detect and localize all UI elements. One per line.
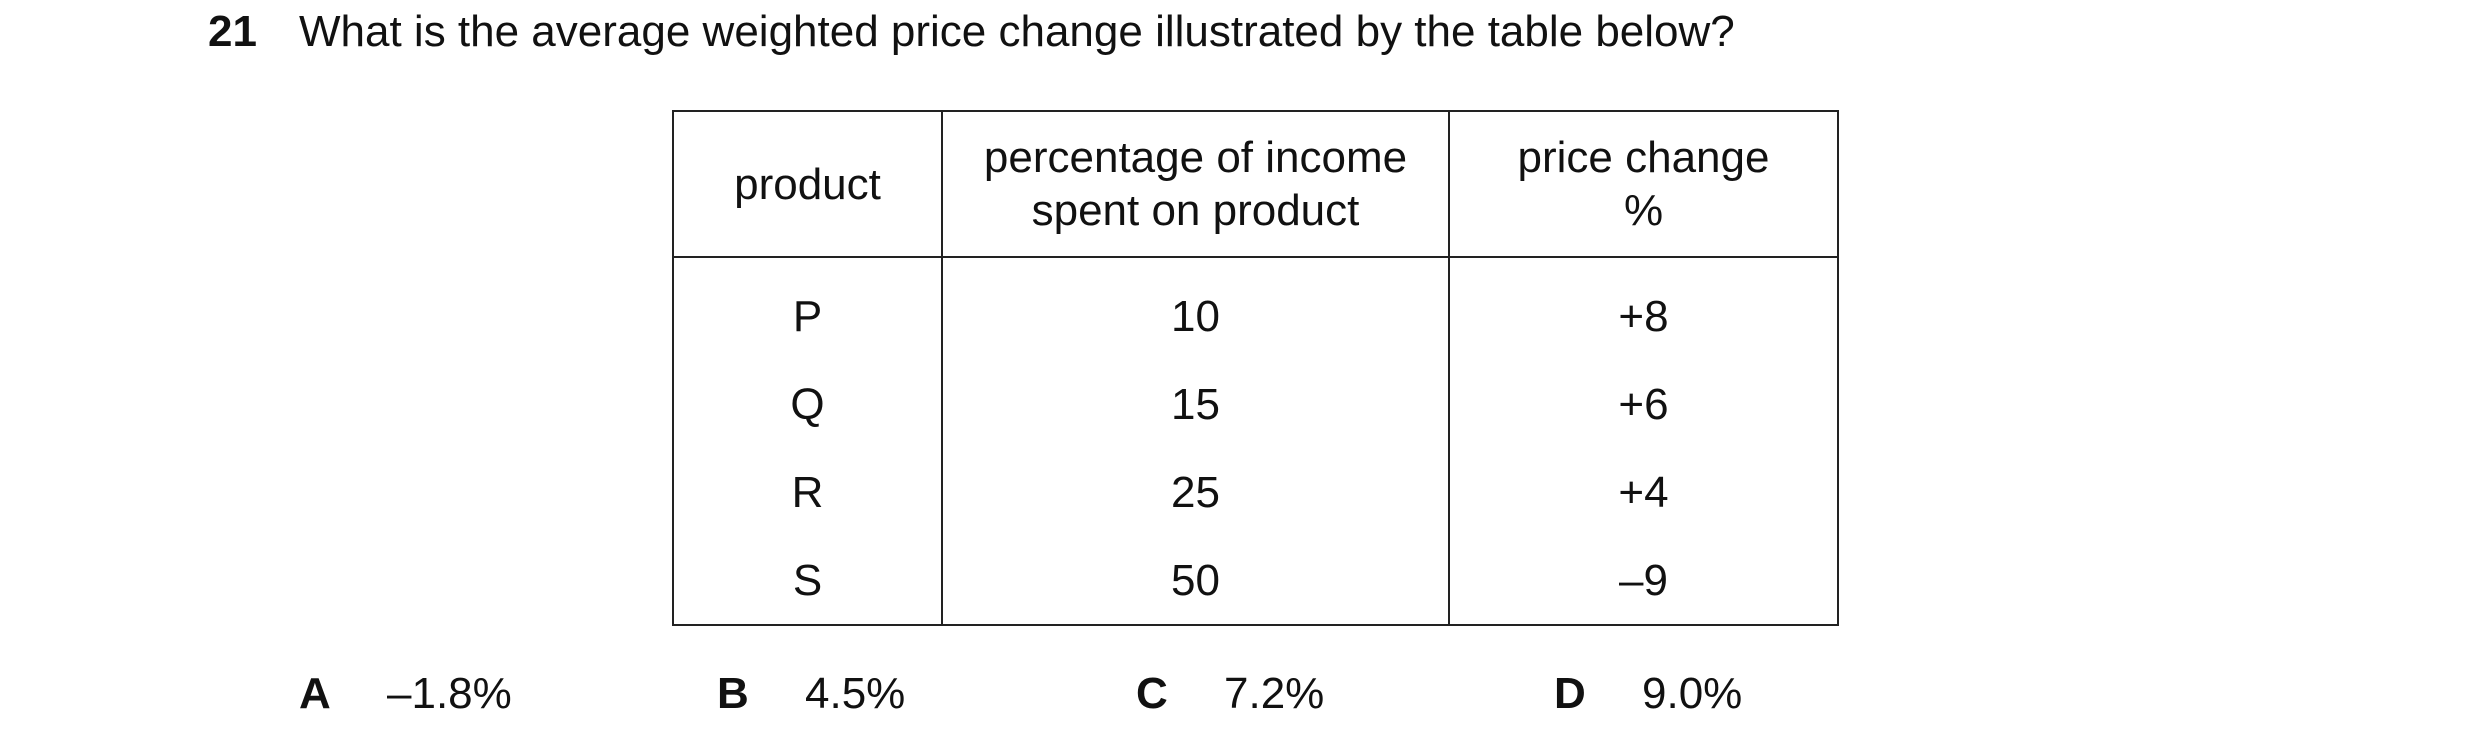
table-cell: 15 — [941, 360, 1450, 448]
option-text: 7.2% — [1224, 669, 1325, 718]
data-table: product percentage of income spent on prod… — [672, 110, 1839, 626]
header-line: price change — [1517, 133, 1770, 182]
table-cell: +8 — [1448, 257, 1839, 360]
question-text: What is the average weighted price chang… — [299, 7, 1735, 56]
header-line: spent on product — [1031, 186, 1360, 235]
table-cell: Q — [672, 360, 943, 448]
table-cell: R — [672, 448, 943, 536]
header-line: product — [734, 159, 881, 209]
option-text: 9.0% — [1642, 669, 1743, 718]
option-letter: D — [1554, 669, 1586, 718]
table-cell: 25 — [941, 448, 1450, 536]
table-cell: P — [672, 257, 943, 360]
option-letter: B — [717, 669, 749, 718]
option-text: 4.5% — [805, 669, 906, 718]
header-line: % — [1623, 186, 1664, 235]
table-cell: +4 — [1448, 448, 1839, 536]
table-cell: S — [672, 536, 943, 626]
table-cell: 50 — [941, 536, 1450, 626]
question-number: 21 — [208, 7, 257, 56]
table-row: P 10 +8 — [672, 257, 1839, 360]
table-cell: 10 — [941, 257, 1450, 360]
header-row: product percentage of income spent on prod… — [672, 110, 1839, 258]
header-line: percentage of income — [983, 133, 1408, 182]
table-row: R 25 +4 — [672, 448, 1839, 536]
option-text: –1.8% — [387, 669, 512, 718]
header-cell: percentage of income spent on product — [941, 110, 1450, 258]
header-cell: product — [672, 110, 943, 258]
header-cell: price change% — [1448, 110, 1839, 258]
table-body: P 10 +8 Q 15 +6 R 25 +4 S 50 –9 — [672, 257, 1839, 626]
table-row: S 50 –9 — [672, 536, 1839, 626]
table-cell: +6 — [1448, 360, 1839, 448]
table-row: Q 15 +6 — [672, 360, 1839, 448]
option-letter: C — [1136, 669, 1168, 718]
table-cell: –9 — [1448, 536, 1839, 626]
option-letter: A — [299, 669, 331, 718]
